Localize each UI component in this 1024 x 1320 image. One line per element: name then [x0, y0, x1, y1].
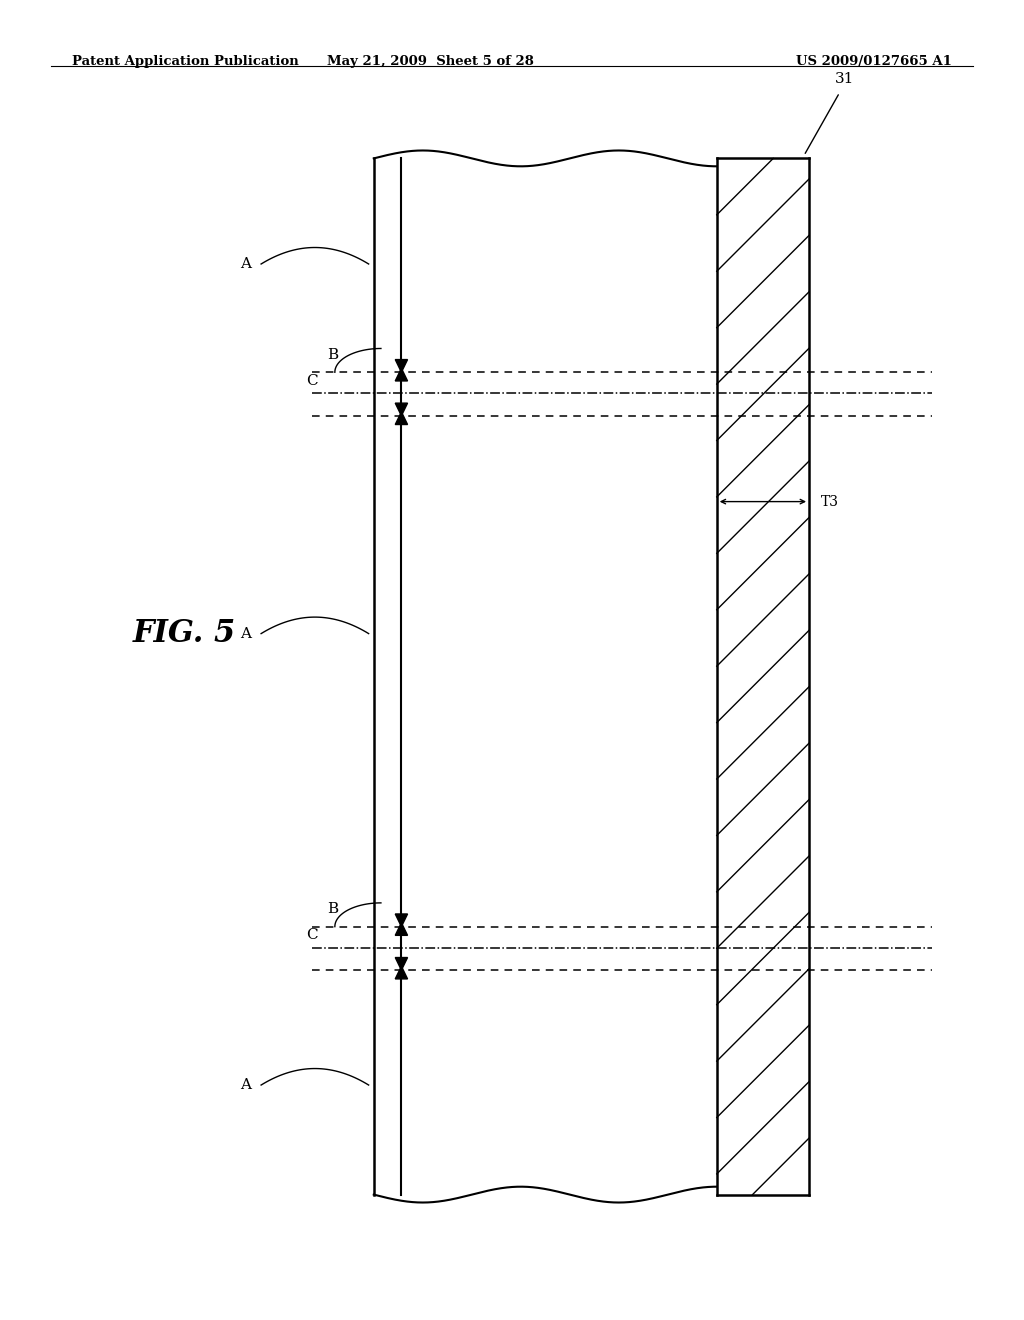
Text: Patent Application Publication: Patent Application Publication — [72, 55, 298, 69]
Polygon shape — [395, 403, 408, 416]
Text: C: C — [306, 928, 317, 942]
Text: May 21, 2009  Sheet 5 of 28: May 21, 2009 Sheet 5 of 28 — [327, 55, 534, 69]
Text: FIG. 5: FIG. 5 — [133, 618, 237, 649]
Polygon shape — [395, 359, 408, 372]
Text: B: B — [327, 902, 338, 916]
Text: 31: 31 — [835, 71, 854, 86]
Text: T3: T3 — [821, 495, 840, 508]
Text: C: C — [306, 374, 317, 388]
Text: B: B — [327, 347, 338, 362]
Polygon shape — [395, 913, 408, 927]
Polygon shape — [395, 368, 408, 381]
Text: A: A — [240, 627, 251, 640]
Text: A: A — [240, 257, 251, 271]
Polygon shape — [395, 412, 408, 425]
Polygon shape — [395, 923, 408, 936]
Text: A: A — [240, 1078, 251, 1092]
Text: US 2009/0127665 A1: US 2009/0127665 A1 — [797, 55, 952, 69]
Polygon shape — [395, 966, 408, 979]
Polygon shape — [395, 957, 408, 970]
